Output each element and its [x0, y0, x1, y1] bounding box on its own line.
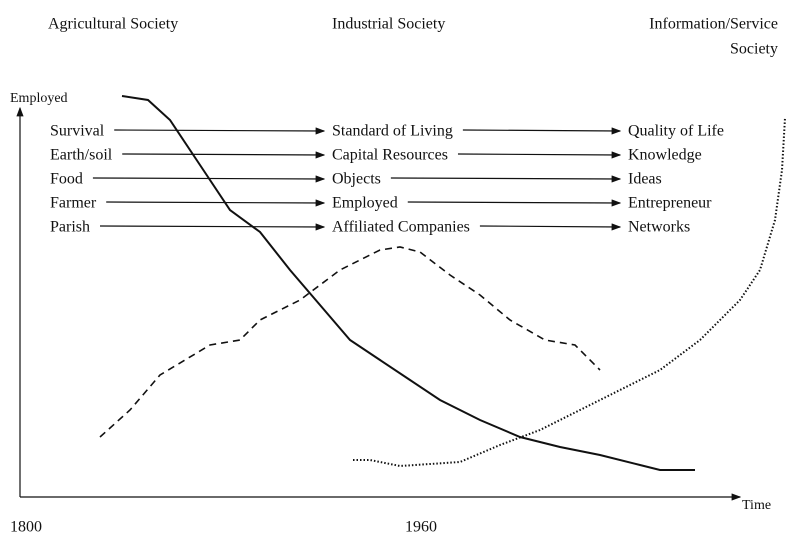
header-right: Information/Service — [649, 16, 778, 33]
row-arrow — [479, 223, 622, 231]
row-cell: Employed — [332, 195, 398, 212]
x-middle: 1960 — [405, 519, 437, 534]
row-cell: Entrepreneur — [628, 195, 712, 212]
row-cell: Standard of Living — [332, 123, 453, 140]
x-axis-label: Time — [742, 498, 771, 513]
row-cell: Quality of Life — [628, 123, 724, 140]
row-cell: Survival — [50, 123, 105, 140]
header-right: Society — [730, 41, 778, 58]
row-arrow — [457, 151, 622, 159]
x-start: 1800 — [10, 519, 42, 534]
row-arrow — [92, 175, 326, 183]
row-arrow — [114, 127, 326, 135]
row-arrow — [407, 199, 622, 207]
row-cell: Networks — [628, 219, 690, 236]
row-arrow — [106, 199, 326, 207]
information-curve — [353, 117, 786, 468]
row-arrow — [122, 151, 326, 159]
row-cell: Capital Resources — [332, 147, 448, 164]
row-arrow — [462, 127, 622, 135]
row-cell: Farmer — [50, 195, 97, 212]
header-middle: Industrial Society — [332, 16, 445, 33]
y-axis-label: Employed — [10, 91, 68, 106]
row-cell: Parish — [50, 219, 90, 236]
row-cell: Objects — [332, 171, 381, 188]
rows: Survival Standard of Living Quality of Lif… — [50, 123, 724, 236]
row-cell: Knowledge — [628, 147, 702, 164]
row-arrow — [390, 175, 622, 183]
row-cell: Earth/soil — [50, 147, 113, 164]
agricultural-curve — [121, 95, 695, 471]
row-cell: Ideas — [628, 171, 662, 188]
row-cell: Food — [50, 171, 83, 188]
row-arrow — [99, 223, 326, 231]
industrial-curve — [99, 246, 601, 438]
header-left: Agricultural Society — [48, 16, 178, 33]
row-cell: Affiliated Companies — [332, 219, 470, 236]
